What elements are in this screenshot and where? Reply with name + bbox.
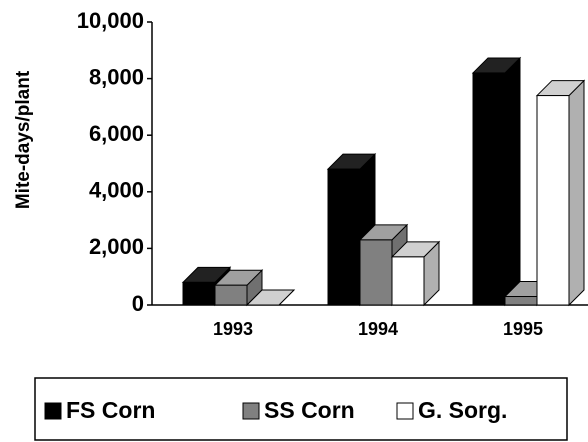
legend-label: SS Corn — [264, 397, 355, 423]
bar — [182, 281, 216, 306]
y-tick-label: 2,000 — [89, 234, 144, 259]
y-tick-label: 6,000 — [89, 121, 144, 146]
bar — [359, 239, 393, 306]
bar-side — [568, 79, 585, 307]
bar — [504, 296, 538, 306]
y-tick-label: 8,000 — [89, 64, 144, 89]
bar-top — [245, 289, 296, 306]
y-tick-label: 10,000 — [77, 8, 144, 33]
y-axis-label: Mite-days/plant — [13, 70, 34, 209]
legend-swatch — [242, 402, 260, 420]
legend-box — [34, 377, 568, 441]
x-tick-label: 1993 — [213, 319, 253, 339]
y-tick-label: 4,000 — [89, 178, 144, 203]
y-tick-label: 0 — [132, 291, 144, 316]
bar — [327, 168, 361, 306]
bar — [214, 284, 248, 306]
legend-label: G. Sorg. — [418, 397, 507, 423]
bar-side — [504, 56, 521, 307]
legend-label: FS Corn — [66, 397, 155, 423]
bar — [472, 72, 506, 306]
legend-swatch — [44, 402, 62, 420]
legend-swatch — [396, 402, 414, 420]
bar — [536, 95, 570, 306]
bar — [391, 256, 425, 306]
x-tick-label: 1995 — [503, 319, 543, 339]
x-tick-label: 1994 — [358, 319, 398, 339]
